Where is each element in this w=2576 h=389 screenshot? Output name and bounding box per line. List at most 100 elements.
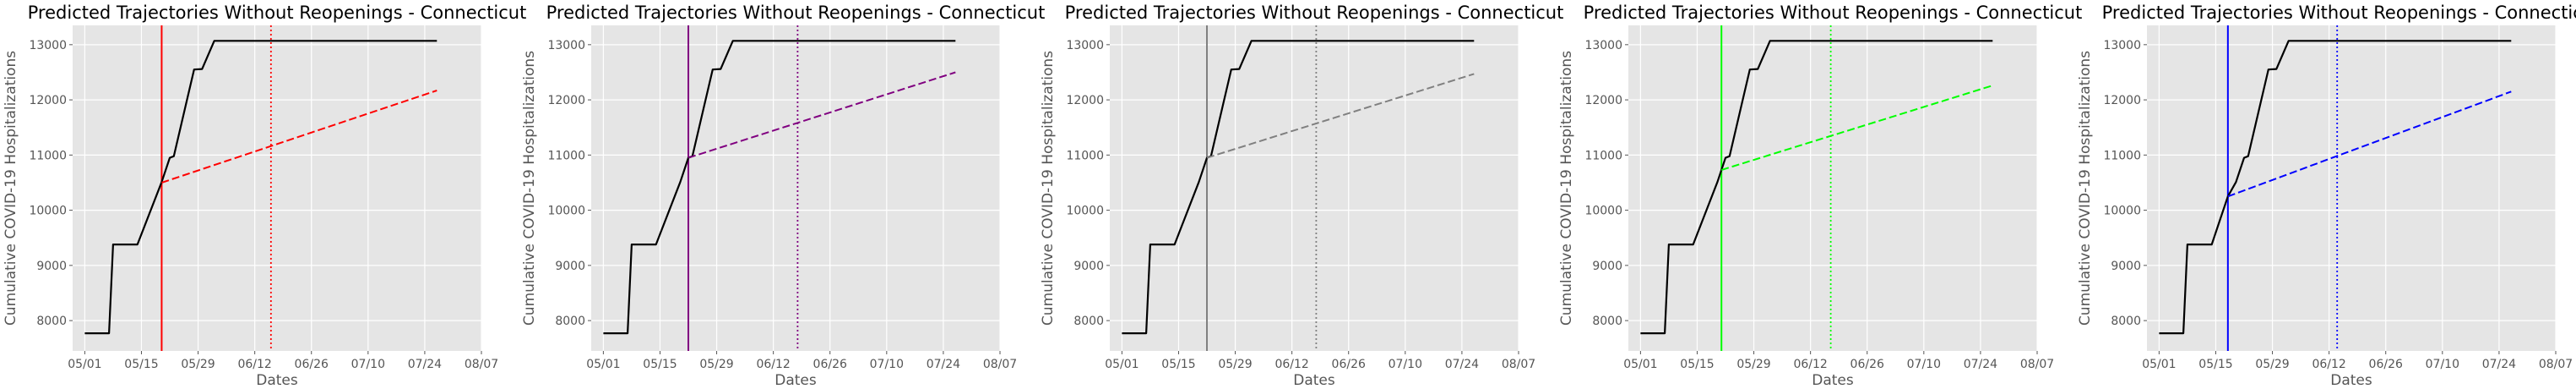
prediction-series-line xyxy=(2227,90,2512,198)
y-tick-label: 13000 xyxy=(1066,39,1104,52)
x-tick-label: 05/01 xyxy=(1105,358,1139,371)
x-tick-label: 06/26 xyxy=(2369,358,2403,371)
x-tick-label: 05/29 xyxy=(699,358,733,371)
y-axis-label: Cumulative COVID-19 Hospitalizations xyxy=(521,51,538,326)
x-tick-label: 05/01 xyxy=(1623,358,1657,371)
x-tick-label: 05/29 xyxy=(1218,358,1252,371)
x-tick-label: 07/10 xyxy=(1389,358,1422,371)
observed-series-line xyxy=(2159,40,2512,335)
x-tick-label: 06/26 xyxy=(1850,358,1884,371)
chart-panel: 05/01 05/15 05/29 06/12 06/26 07/10 07/24 08/07… xyxy=(3,3,526,389)
x-tick-label: 05/29 xyxy=(2255,358,2289,371)
y-tick-label: 8000 xyxy=(1073,315,1104,328)
chart-panel: 05/01 05/15 05/29 06/12 06/26 07/10 07/24 08/07… xyxy=(1040,3,1563,389)
x-tick-label: 05/01 xyxy=(586,358,620,371)
x-tick-label: 06/12 xyxy=(756,358,790,371)
x-tick-label: 05/15 xyxy=(1680,358,1714,371)
y-axis-label: Cumulative COVID-19 Hospitalizations xyxy=(1040,51,1057,326)
x-tick-label: 06/26 xyxy=(295,358,329,371)
x-axis-label: Dates xyxy=(256,372,298,389)
chart-title: Predicted Trajectories Without Reopening… xyxy=(1584,3,2083,23)
x-tick-label: 07/10 xyxy=(351,358,385,371)
y-tick-label: 11000 xyxy=(547,149,585,162)
x-tick-label: 05/29 xyxy=(181,358,215,371)
y-tick-label: 9000 xyxy=(36,260,67,273)
prediction-series-line xyxy=(1720,85,1993,171)
chart-title: Predicted Trajectories Without Reopening… xyxy=(1065,3,1564,23)
y-tick-label: 13000 xyxy=(1584,39,1622,52)
x-tick-label: 07/24 xyxy=(2482,358,2516,371)
y-tick-label: 10000 xyxy=(2103,205,2141,218)
x-tick-label: 06/12 xyxy=(237,358,271,371)
x-tick-label: 05/15 xyxy=(124,358,158,371)
y-tick-label: 9000 xyxy=(1592,260,1622,273)
x-tick-label: 05/15 xyxy=(2198,358,2232,371)
y-tick-label: 8000 xyxy=(1592,315,1622,328)
x-tick-label: 06/12 xyxy=(2312,358,2345,371)
y-tick-label: 13000 xyxy=(547,39,585,52)
x-tick-label: 08/07 xyxy=(2539,358,2573,371)
y-tick-label: 12000 xyxy=(547,94,585,107)
y-axis-label: Cumulative COVID-19 Hospitalizations xyxy=(2077,51,2094,326)
y-tick-label: 12000 xyxy=(1066,94,1104,107)
y-tick-label: 11000 xyxy=(2103,149,2141,162)
observed-series-line xyxy=(1640,40,1993,335)
x-tick-label: 06/12 xyxy=(1793,358,1827,371)
chart-title: Predicted Trajectories Without Reopening… xyxy=(546,3,1046,23)
prediction-series-line xyxy=(687,71,956,159)
prediction-series-line xyxy=(1206,73,1475,159)
prediction-series-line xyxy=(161,90,437,184)
x-tick-label: 05/01 xyxy=(68,358,101,371)
x-tick-label: 06/12 xyxy=(1274,358,1308,371)
chart-title: Predicted Trajectories Without Reopening… xyxy=(28,3,527,23)
y-axis-label: Cumulative COVID-19 Hospitalizations xyxy=(3,51,19,326)
y-tick-label: 10000 xyxy=(1066,205,1104,218)
chart-title: Predicted Trajectories Without Reopening… xyxy=(2102,3,2576,23)
x-tick-label: 05/15 xyxy=(1161,358,1195,371)
x-axis-label: Dates xyxy=(774,372,817,389)
chart-panel: 05/01 05/15 05/29 06/12 06/26 07/10 07/24 08/07… xyxy=(521,3,1045,389)
y-tick-label: 12000 xyxy=(1584,94,1622,107)
x-tick-label: 05/29 xyxy=(1736,358,1770,371)
x-tick-label: 05/01 xyxy=(2142,358,2176,371)
x-tick-label: 08/07 xyxy=(2020,358,2054,371)
y-tick-label: 11000 xyxy=(1066,149,1104,162)
plot-background xyxy=(2147,25,2556,351)
x-tick-label: 05/15 xyxy=(643,358,677,371)
x-tick-label: 07/10 xyxy=(2426,358,2459,371)
chart-panel: 05/01 05/15 05/29 06/12 06/26 07/10 07/24 08/07… xyxy=(1558,3,2082,389)
x-tick-label: 08/07 xyxy=(983,358,1017,371)
chart-panel: 05/01 05/15 05/29 06/12 06/26 07/10 07/24 08/07… xyxy=(2077,3,2576,389)
y-tick-label: 8000 xyxy=(36,315,67,328)
x-tick-label: 06/26 xyxy=(813,358,847,371)
y-tick-label: 8000 xyxy=(2111,315,2141,328)
x-tick-label: 07/24 xyxy=(1445,358,1479,371)
y-tick-label: 13000 xyxy=(29,39,67,52)
x-tick-label: 06/26 xyxy=(1332,358,1366,371)
y-tick-label: 8000 xyxy=(555,315,585,328)
x-tick-label: 07/10 xyxy=(1907,358,1941,371)
x-axis-label: Dates xyxy=(1293,372,1335,389)
y-tick-label: 13000 xyxy=(2103,39,2141,52)
x-axis-label: Dates xyxy=(1812,372,1854,389)
y-tick-label: 12000 xyxy=(2103,94,2141,107)
y-tick-label: 11000 xyxy=(1584,149,1622,162)
x-tick-label: 07/24 xyxy=(1964,358,1997,371)
x-tick-label: 07/10 xyxy=(870,358,904,371)
x-tick-label: 08/07 xyxy=(465,358,498,371)
x-tick-label: 07/24 xyxy=(408,358,442,371)
observed-series-line xyxy=(84,40,437,335)
y-tick-label: 10000 xyxy=(1584,205,1622,218)
y-tick-label: 9000 xyxy=(1073,260,1104,273)
plot-background xyxy=(1628,25,2037,351)
y-tick-label: 9000 xyxy=(2111,260,2141,273)
y-axis-label: Cumulative COVID-19 Hospitalizations xyxy=(1558,51,1575,326)
x-axis-label: Dates xyxy=(2330,372,2372,389)
y-tick-label: 9000 xyxy=(555,260,585,273)
x-tick-label: 08/07 xyxy=(1502,358,1535,371)
plot-background xyxy=(1110,25,1519,351)
plot-background xyxy=(591,25,1000,351)
y-tick-label: 10000 xyxy=(29,205,67,218)
y-tick-label: 10000 xyxy=(547,205,585,218)
